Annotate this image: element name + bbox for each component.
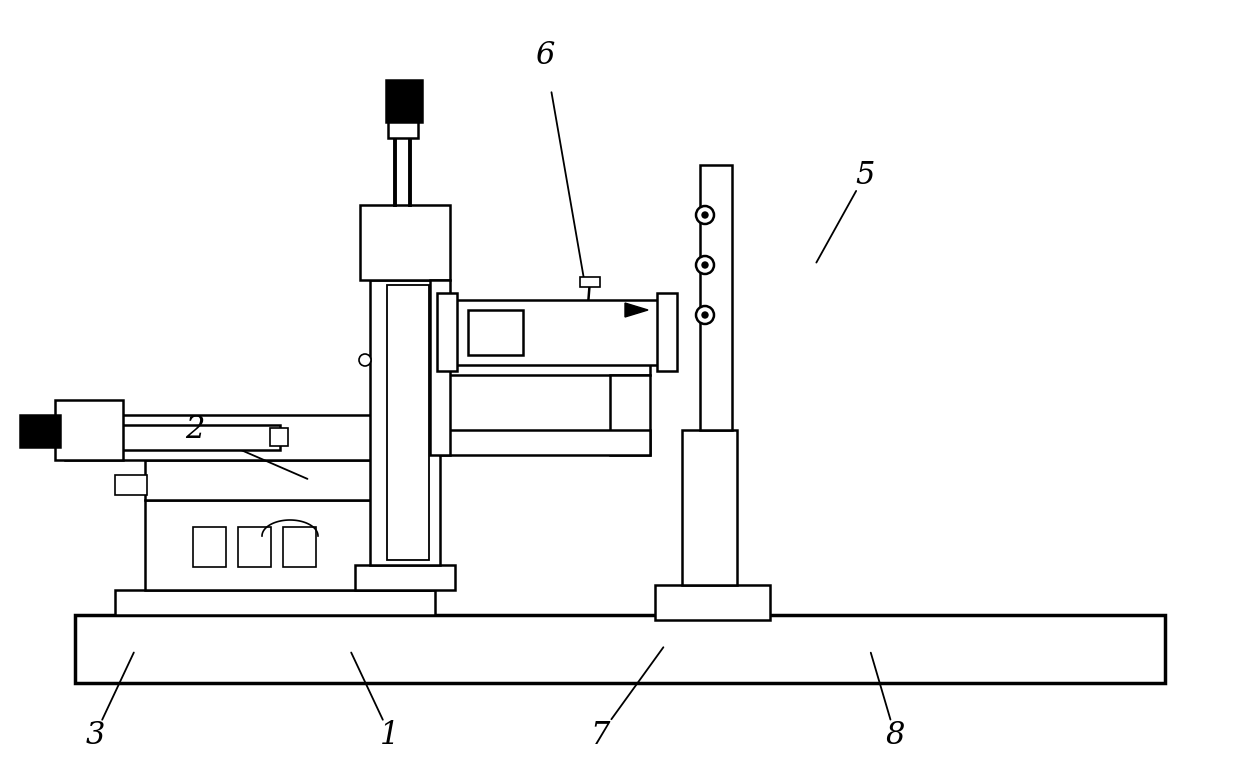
Polygon shape: [625, 303, 649, 317]
Bar: [370, 280, 440, 565]
Bar: [655, 585, 770, 620]
Circle shape: [696, 306, 714, 324]
Circle shape: [702, 212, 708, 218]
Text: 8: 8: [885, 719, 905, 751]
Bar: [440, 430, 650, 455]
Circle shape: [360, 354, 371, 366]
Bar: [436, 293, 458, 371]
Bar: [74, 615, 1166, 683]
Bar: [115, 475, 148, 495]
Text: 5: 5: [856, 159, 874, 191]
Bar: [682, 430, 737, 585]
Circle shape: [696, 206, 714, 224]
Bar: [701, 165, 732, 430]
Bar: [430, 280, 450, 455]
Circle shape: [702, 312, 708, 318]
Text: 2: 2: [185, 415, 205, 445]
Bar: [355, 565, 455, 590]
Text: 7: 7: [590, 719, 610, 751]
Bar: [610, 375, 650, 455]
Bar: [387, 285, 429, 560]
Bar: [467, 310, 523, 355]
Text: 3: 3: [86, 719, 104, 751]
Bar: [238, 527, 272, 567]
Bar: [450, 300, 660, 365]
Bar: [20, 415, 60, 447]
Bar: [55, 400, 123, 460]
Bar: [440, 340, 650, 375]
Bar: [81, 425, 280, 450]
Bar: [386, 80, 422, 122]
Bar: [64, 415, 430, 460]
Text: 6: 6: [536, 40, 554, 70]
Bar: [145, 460, 430, 500]
Bar: [270, 428, 288, 446]
Circle shape: [696, 256, 714, 274]
Text: 1: 1: [381, 719, 399, 751]
Circle shape: [702, 262, 708, 268]
Bar: [193, 527, 226, 567]
Bar: [657, 293, 677, 371]
Bar: [145, 500, 430, 590]
Bar: [283, 527, 316, 567]
Bar: [115, 590, 435, 615]
Bar: [360, 205, 450, 280]
Bar: [388, 120, 418, 138]
Bar: [580, 277, 600, 287]
